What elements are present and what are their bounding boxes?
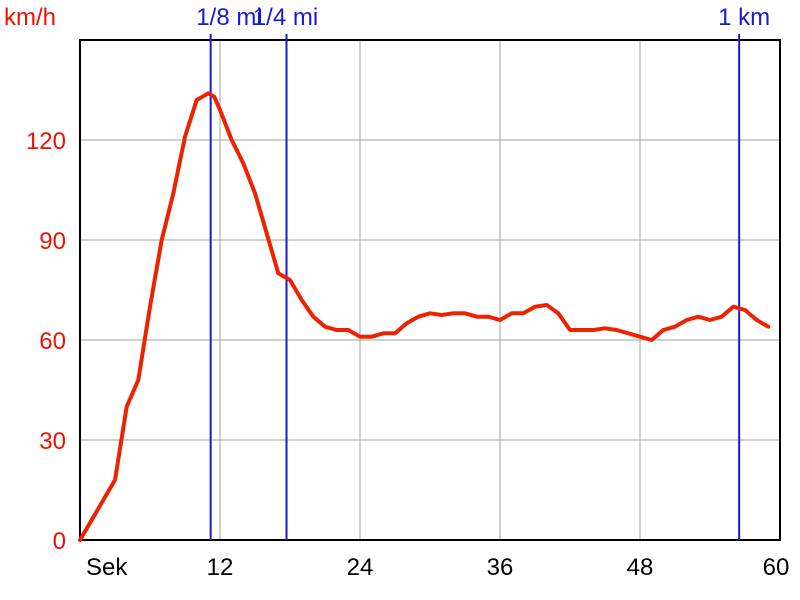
x-tick-label-48: 48 bbox=[627, 554, 654, 581]
x-tick-label-36: 36 bbox=[487, 554, 514, 581]
x-unit-label: Sek bbox=[86, 554, 128, 581]
marker-label-3: 1 km bbox=[718, 4, 770, 31]
plot-frame bbox=[79, 39, 781, 541]
marker-label-2: 1/4 mi bbox=[253, 4, 318, 31]
x-tick-label-60: 60 bbox=[763, 554, 790, 581]
marker-label-1: 1/8 mi bbox=[196, 4, 261, 31]
y-tick-label-30: 30 bbox=[39, 428, 66, 455]
y-tick-label-120: 120 bbox=[26, 128, 66, 155]
y-tick-label-0: 0 bbox=[53, 528, 66, 555]
x-tick-label-12: 12 bbox=[207, 554, 234, 581]
tick-labels: 0 30 60 90 120 12 24 36 48 60 bbox=[26, 128, 789, 581]
x-tick-label-24: 24 bbox=[347, 554, 374, 581]
speed-series-line bbox=[78, 91, 771, 542]
grid-lines bbox=[80, 40, 780, 540]
distance-markers: 1/8 mi1/4 mi 1 km bbox=[196, 4, 770, 540]
y-tick-label-60: 60 bbox=[39, 328, 66, 355]
y-unit-label: km/h bbox=[4, 4, 56, 31]
y-tick-label-90: 90 bbox=[39, 228, 66, 255]
